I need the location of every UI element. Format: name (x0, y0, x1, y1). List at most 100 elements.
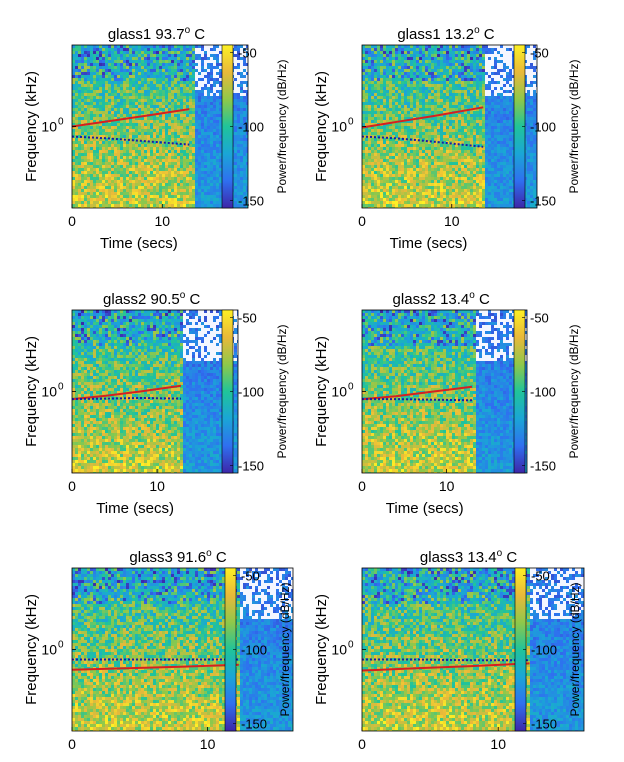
y-tick-label: 10 (331, 642, 347, 658)
title-degree: o (469, 290, 475, 301)
x-axis-label: Time (secs) (100, 235, 178, 252)
colorbar-label: Power/frequency (dB/Hz) (567, 59, 581, 193)
colorbar-tick-label: -100 (238, 120, 264, 135)
title-degree: o (206, 548, 212, 559)
title-text: glass1 93.7 (108, 26, 185, 43)
fit-series-line (71, 663, 239, 671)
y-axis-label: Frequency (kHz) (23, 71, 40, 182)
spectrogram-image (362, 45, 537, 208)
y-tick-exponent: 0 (58, 117, 64, 128)
colorbar-tick-label: -50 (530, 310, 549, 325)
y-axis-label: Frequency (kHz) (313, 594, 330, 705)
dotted-series-line (362, 398, 473, 402)
y-tick-label: 10 (331, 119, 347, 135)
fit-series-line (361, 385, 473, 401)
x-tick-label: 0 (358, 213, 366, 229)
colorbar-label: Power/frequency (dB/Hz) (567, 324, 581, 458)
colorbar-label: Power/frequency (dB/Hz) (275, 324, 289, 458)
x-tick-label: 10 (200, 736, 216, 752)
x-tick-label: 0 (358, 736, 366, 752)
title-degree: o (185, 25, 191, 36)
dotted-series-line (362, 658, 530, 662)
y-tick-label: 10 (41, 642, 57, 658)
x-tick-label: 0 (68, 736, 76, 752)
title-text: glass1 13.2 (397, 26, 474, 43)
colorbar-tick-label: -100 (530, 120, 556, 135)
title-degree: o (497, 548, 503, 559)
y-axis-label: Frequency (kHz) (313, 71, 330, 182)
panel-title: glass2 13.4o C (393, 290, 490, 308)
colorbar-tick-label: -50 (531, 568, 550, 583)
fit-series-line (361, 106, 484, 129)
x-tick-label: 10 (490, 736, 506, 752)
colorbar-tick-label: -150 (238, 194, 264, 209)
y-axis-label: Frequency (kHz) (23, 336, 40, 447)
colorbar-tick-label: -50 (530, 45, 549, 60)
y-tick-exponent: 0 (348, 640, 354, 651)
y-tick-exponent: 0 (348, 382, 354, 393)
spectrogram-image (362, 310, 527, 473)
colorbar-tick-label: -150 (238, 459, 264, 474)
y-tick-exponent: 0 (58, 382, 64, 393)
colorbar-tick-label: -50 (238, 310, 257, 325)
colorbar-tick-label: -150 (530, 194, 556, 209)
panel-title: glass3 13.4o C (420, 548, 517, 566)
title-degree: o (474, 25, 480, 36)
x-axis-label: Time (secs) (390, 235, 468, 252)
colorbar-tick-label: -100 (241, 643, 267, 658)
x-tick-label: 0 (68, 478, 76, 494)
title-text: glass3 13.4 (420, 549, 497, 566)
y-tick-exponent: 0 (348, 117, 354, 128)
x-tick-label: 10 (149, 478, 165, 494)
colorbar-tick-label: -50 (241, 568, 260, 583)
title-text: glass2 90.5 (103, 291, 180, 308)
x-tick-label: 10 (154, 213, 170, 229)
title-text: glass3 91.6 (129, 549, 206, 566)
y-tick-label: 10 (41, 119, 57, 135)
colorbar-tick-label: -50 (238, 45, 257, 60)
colorbar-label: Power/frequency (dB/Hz) (278, 582, 292, 716)
x-tick-label: 10 (444, 213, 460, 229)
y-tick-exponent: 0 (58, 640, 64, 651)
y-axis-label: Frequency (kHz) (313, 336, 330, 447)
colorbar-tick-label: -100 (530, 385, 556, 400)
y-tick-label: 10 (41, 384, 57, 400)
colorbar-tick-label: -100 (238, 385, 264, 400)
colorbar-tick-label: -150 (530, 459, 556, 474)
colorbar-tick-label: -150 (241, 717, 267, 732)
title-text: glass2 13.4 (393, 291, 470, 308)
x-tick-label: 0 (358, 478, 366, 494)
spectrogram-image (72, 310, 238, 473)
title-unit: C (212, 549, 227, 566)
dotted-series-line (361, 135, 484, 148)
fit-series-line (71, 384, 182, 401)
colorbar-tick-label: -150 (531, 717, 557, 732)
panel-title: glass1 13.2o C (397, 25, 494, 43)
spectrogram-image (72, 568, 293, 731)
panel-title: glass3 91.6o C (129, 548, 226, 566)
title-unit: C (190, 26, 205, 43)
dotted-series-line (71, 396, 182, 401)
title-unit: C (475, 291, 490, 308)
y-tick-label: 10 (331, 384, 347, 400)
colorbar-label: Power/frequency (dB/Hz) (275, 59, 289, 193)
title-unit: C (502, 549, 517, 566)
x-axis-label: Time (secs) (96, 500, 174, 517)
panel-title: glass2 90.5o C (103, 290, 200, 308)
colorbar-label: Power/frequency (dB/Hz) (568, 582, 582, 716)
title-unit: C (480, 26, 495, 43)
fit-series-line (361, 662, 530, 672)
title-degree: o (180, 290, 186, 301)
colorbar-tick-label: -100 (531, 643, 557, 658)
panel-title: glass1 93.7o C (108, 25, 205, 43)
x-tick-label: 10 (439, 478, 455, 494)
y-axis-label: Frequency (kHz) (23, 594, 40, 705)
title-unit: C (185, 291, 200, 308)
x-tick-label: 0 (68, 213, 76, 229)
